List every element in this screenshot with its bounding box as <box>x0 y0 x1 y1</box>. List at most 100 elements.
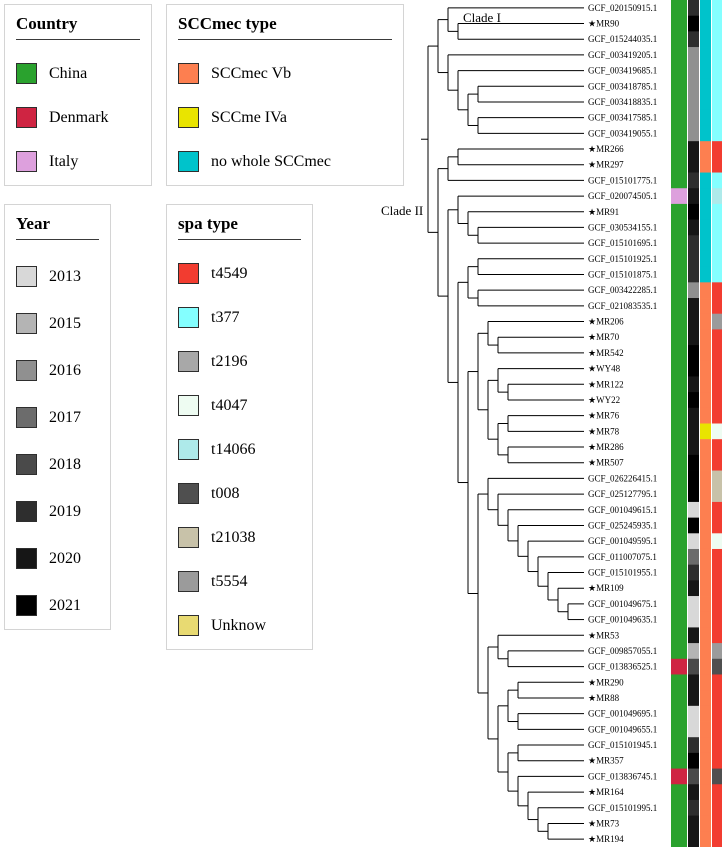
heatmap-cell-country <box>671 454 687 471</box>
heatmap-cell-year <box>688 31 699 48</box>
heatmap-cell-year <box>688 47 699 64</box>
heatmap-cell-spa <box>712 690 722 707</box>
tip-label-starred: ★MR53 <box>588 630 620 640</box>
tip-label: GCF_015101875.1 <box>588 269 657 279</box>
heatmap-cell-spa <box>712 407 722 424</box>
heatmap-cell-spa <box>712 580 722 597</box>
heatmap-cell-country <box>671 517 687 534</box>
heatmap-cell-country <box>671 266 687 283</box>
heatmap-cell-sccmec <box>700 376 711 393</box>
heatmap-cell-sccmec <box>700 768 711 785</box>
color-swatch <box>178 307 199 328</box>
legend-item-label: t5554 <box>211 572 248 590</box>
heatmap-cell-year <box>688 392 699 409</box>
heatmap-cell-country <box>671 345 687 362</box>
heatmap-cell-country <box>671 737 687 754</box>
heatmap-cell-year <box>688 439 699 456</box>
heatmap-cell-country <box>671 564 687 581</box>
legend-item-2017: 2017 <box>16 407 99 428</box>
tip-label-starred: ★MR297 <box>588 160 624 170</box>
heatmap-cell-country <box>671 690 687 707</box>
heatmap-cell-country <box>671 658 687 675</box>
heatmap-cell-year <box>688 0 699 17</box>
heatmap-cell-spa <box>712 172 722 189</box>
legend-item-t4047: t4047 <box>178 395 301 416</box>
heatmap-cell-spa <box>712 47 722 64</box>
legend-item-t4549: t4549 <box>178 263 301 284</box>
legend-item-unknow: Unknow <box>178 615 301 636</box>
heatmap-cell-sccmec <box>700 674 711 691</box>
tip-label-starred: ★MR78 <box>588 426 620 436</box>
heatmap-cell-country <box>671 752 687 769</box>
heatmap-cell-country <box>671 0 687 17</box>
color-swatch <box>178 63 199 84</box>
heatmap-cell-sccmec <box>700 815 711 832</box>
heatmap-cell-country <box>671 219 687 236</box>
legend-item-label: 2015 <box>49 314 81 332</box>
tip-label: GCF_003419055.1 <box>588 128 657 138</box>
heatmap-cell-sccmec <box>700 407 711 424</box>
legend-country-title: Country <box>16 14 140 40</box>
heatmap-cell-spa <box>712 329 722 346</box>
heatmap-cell-spa <box>712 94 722 111</box>
heatmap-cell-spa <box>712 250 722 268</box>
heatmap-cell-sccmec <box>700 235 711 252</box>
heatmap-cell-country <box>671 94 687 111</box>
heatmap-cell-country <box>671 78 687 95</box>
heatmap-cell-spa <box>712 643 722 660</box>
heatmap-cell-country <box>671 235 687 252</box>
heatmap-cell-spa <box>712 31 722 48</box>
tip-label-starred: ★MR90 <box>588 19 620 29</box>
tip-label-starred: ★MR122 <box>588 379 624 389</box>
heatmap-cell-country <box>671 580 687 597</box>
tip-label-starred: ★MR73 <box>588 818 620 828</box>
color-swatch <box>178 571 199 592</box>
tip-label-starred: ★MR109 <box>588 583 624 593</box>
heatmap-cell-spa <box>712 109 722 126</box>
heatmap-cell-sccmec <box>700 219 711 236</box>
heatmap-cell-country <box>671 298 687 315</box>
legend-item-label: SCCmec Vb <box>211 64 292 82</box>
tip-label: GCF_015101995.1 <box>588 803 657 813</box>
heatmap-cell-country <box>671 643 687 660</box>
color-swatch <box>178 107 199 128</box>
tip-label-starred: ★WY48 <box>588 364 621 374</box>
color-swatch <box>178 615 199 636</box>
color-swatch <box>16 501 37 522</box>
legend-item-2015: 2015 <box>16 313 99 334</box>
legend-item-t008: t008 <box>178 483 301 504</box>
tip-label-starred: ★MR76 <box>588 411 620 421</box>
heatmap-cell-sccmec <box>700 596 711 613</box>
heatmap-cell-country <box>671 439 687 456</box>
heatmap-cell-year <box>688 109 699 126</box>
heatmap-cell-year <box>688 752 699 769</box>
heatmap-cell-country <box>671 47 687 64</box>
tip-label-starred: ★MR70 <box>588 332 620 342</box>
legend-item-2013: 2013 <box>16 266 99 287</box>
legend-item-label: 2019 <box>49 502 81 520</box>
heatmap-cell-country <box>671 486 687 503</box>
legend-item-label: 2020 <box>49 549 81 567</box>
heatmap-cell-spa <box>712 360 722 377</box>
heatmap-cell-sccmec <box>700 501 711 519</box>
tip-label-starred: ★MR290 <box>588 677 624 687</box>
heatmap-cell-year <box>688 15 699 32</box>
heatmap-cell-spa <box>712 125 722 142</box>
tip-label: GCF_003417585.1 <box>588 113 657 123</box>
legend-item-label: t4047 <box>211 396 248 414</box>
heatmap-cell-year <box>688 454 699 471</box>
heatmap-cell-spa <box>712 674 722 691</box>
heatmap-cell-year <box>688 564 699 581</box>
tip-label: GCF_015101955.1 <box>588 568 657 578</box>
legend-item-label: Italy <box>49 152 79 170</box>
heatmap-cell-year <box>688 705 699 722</box>
heatmap-cell-spa <box>712 627 722 644</box>
heatmap-cell-spa <box>712 376 722 393</box>
legend-item-label: 2021 <box>49 596 81 614</box>
heatmap-cell-country <box>671 784 687 801</box>
heatmap-cell-spa <box>712 156 722 173</box>
heatmap-cell-year <box>688 313 699 330</box>
tip-label: GCF_001049655.1 <box>588 724 657 734</box>
heatmap-cell-spa <box>712 815 722 832</box>
heatmap-cell-sccmec <box>700 690 711 707</box>
